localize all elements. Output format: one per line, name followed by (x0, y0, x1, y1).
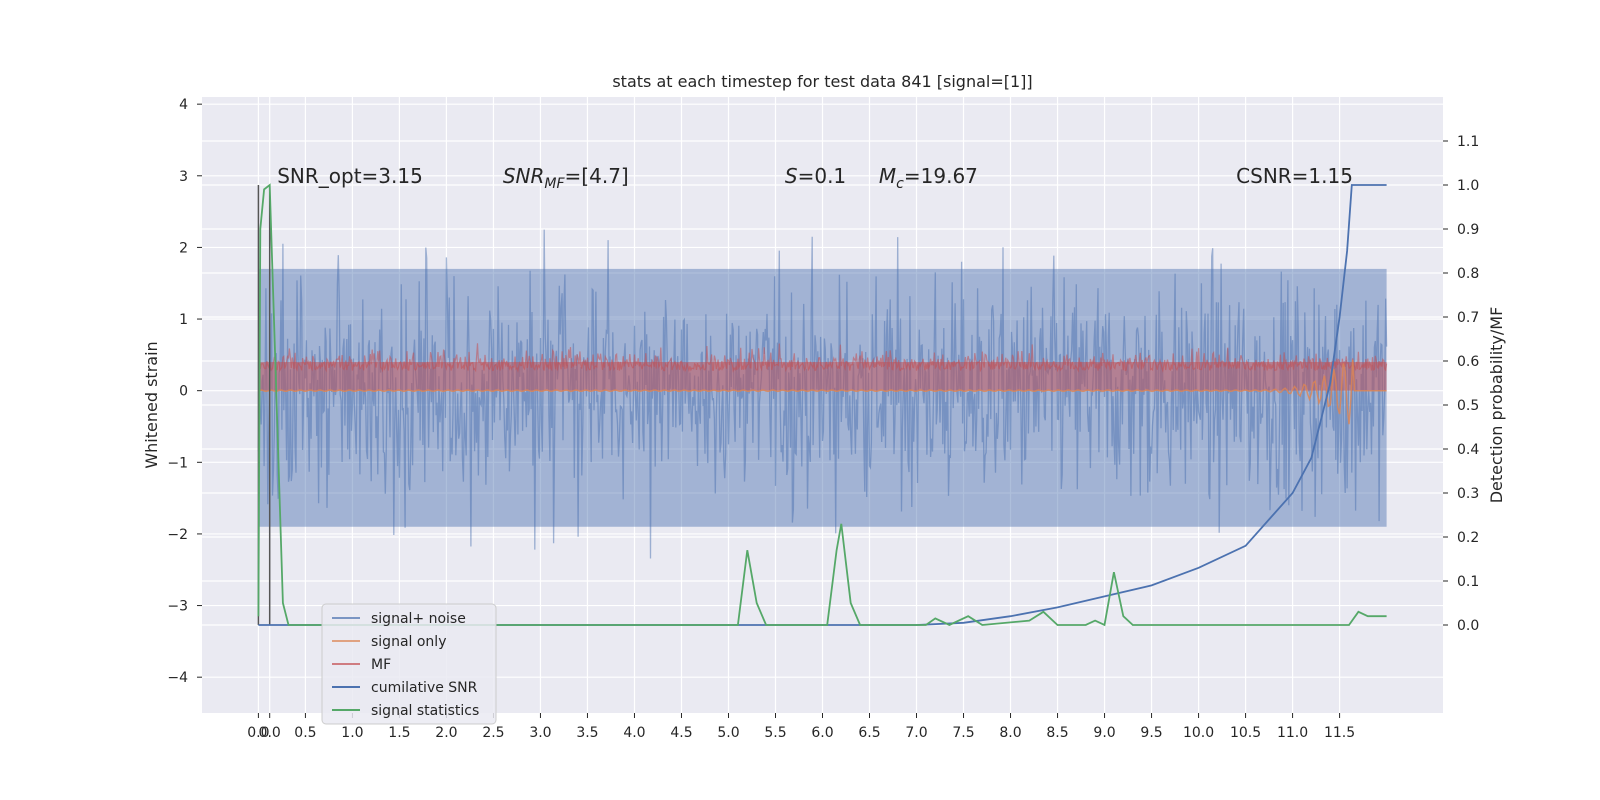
annotation-snr-mf: SNRMF=[4.7] (503, 164, 629, 192)
x-tick-label: 1.0 (341, 725, 363, 741)
y2-tick-label: 1.0 (1457, 178, 1479, 194)
y2-tick-label: 0.9 (1457, 222, 1479, 238)
x-tick-label: 5.0 (717, 725, 739, 741)
legend-label: signal+ noise (371, 611, 466, 627)
x-tick-label: 9.0 (1093, 725, 1115, 741)
x-tick-label: 8.0 (999, 725, 1021, 741)
chart-title: stats at each timestep for test data 841… (612, 72, 1032, 91)
x-tick-label: 3.0 (529, 725, 551, 741)
x-tick-label: 7.5 (952, 725, 974, 741)
y-tick-label: −4 (167, 670, 188, 686)
legend-label: cumilative SNR (371, 680, 478, 696)
annotation-chirp-mass: Mc=19.67 (879, 164, 978, 192)
x-tick-label: 1.5 (388, 725, 410, 741)
legend: signal+ noise signal only MF cumilative SNR… (321, 603, 497, 725)
x-tick-label: 0.0 (259, 725, 281, 741)
y2-tick-label: 0.1 (1457, 574, 1479, 590)
y2-tick-label: 0.8 (1457, 266, 1479, 282)
y-tick-label: −1 (167, 455, 188, 471)
legend-label: signal statistics (371, 703, 479, 719)
y2-tick-label: 0.3 (1457, 486, 1479, 502)
y-tick-label: 4 (179, 97, 188, 113)
x-tick-label: 6.0 (811, 725, 833, 741)
y-tick-label: 3 (179, 169, 188, 185)
series-mf-band (258, 362, 1387, 391)
series-cumulative-snr (258, 184, 1387, 626)
x-tick-label: 0.0 (247, 725, 269, 741)
x-tick-label: 10.0 (1183, 725, 1214, 741)
series-signal-noise (257, 229, 1388, 559)
y2-tick-label: 0.2 (1457, 530, 1479, 546)
y2-tick-label: 1.1 (1457, 134, 1479, 150)
x-tick-label: 10.5 (1230, 725, 1261, 741)
x-tick-label: 9.5 (1140, 725, 1162, 741)
y-axis-label: Whitened strain (142, 341, 161, 468)
x-tick-label: 4.0 (623, 725, 645, 741)
y2-tick-label: 0.0 (1457, 618, 1479, 634)
x-tick-label: 4.5 (670, 725, 692, 741)
x-tick-label: 5.5 (764, 725, 786, 741)
y-tick-label: −2 (167, 527, 188, 543)
series-signal-only (258, 359, 1387, 425)
x-tick-label: 11.5 (1324, 725, 1355, 741)
x-tick-label: 3.5 (576, 725, 598, 741)
x-tick-label: 2.0 (435, 725, 457, 741)
y2-tick-label: 0.4 (1457, 442, 1479, 458)
legend-box (321, 603, 497, 725)
y-tick-label: 2 (179, 240, 188, 256)
y2-tick-label: 0.5 (1457, 398, 1479, 414)
x-tick-label: 8.5 (1046, 725, 1068, 741)
x-tick-label: 0.5 (294, 725, 316, 741)
annotation-spin: S=0.1 (785, 164, 846, 188)
y-tick-label: 1 (179, 312, 188, 328)
x-tick-label: 2.5 (482, 725, 504, 741)
x-tick-label: 6.5 (858, 725, 880, 741)
annotation-csnr: CSNR=1.15 (1236, 164, 1353, 188)
y-tick-label: −3 (167, 599, 188, 615)
legend-label: MF (371, 657, 391, 673)
series-signal-noise-band (258, 268, 1387, 527)
legend-label: signal only (371, 634, 446, 650)
y-tick-label: 0 (179, 384, 188, 400)
y2-axis-label: Detection probability/MF (1487, 307, 1506, 504)
y2-tick-label: 0.7 (1457, 310, 1479, 326)
series-signal-statistics (257, 183, 1387, 627)
y2-tick-label: 0.6 (1457, 354, 1479, 370)
x-tick-label: 11.0 (1277, 725, 1308, 741)
annotation-snr-opt: SNR_opt=3.15 (277, 164, 423, 188)
x-tick-label: 7.0 (905, 725, 927, 741)
